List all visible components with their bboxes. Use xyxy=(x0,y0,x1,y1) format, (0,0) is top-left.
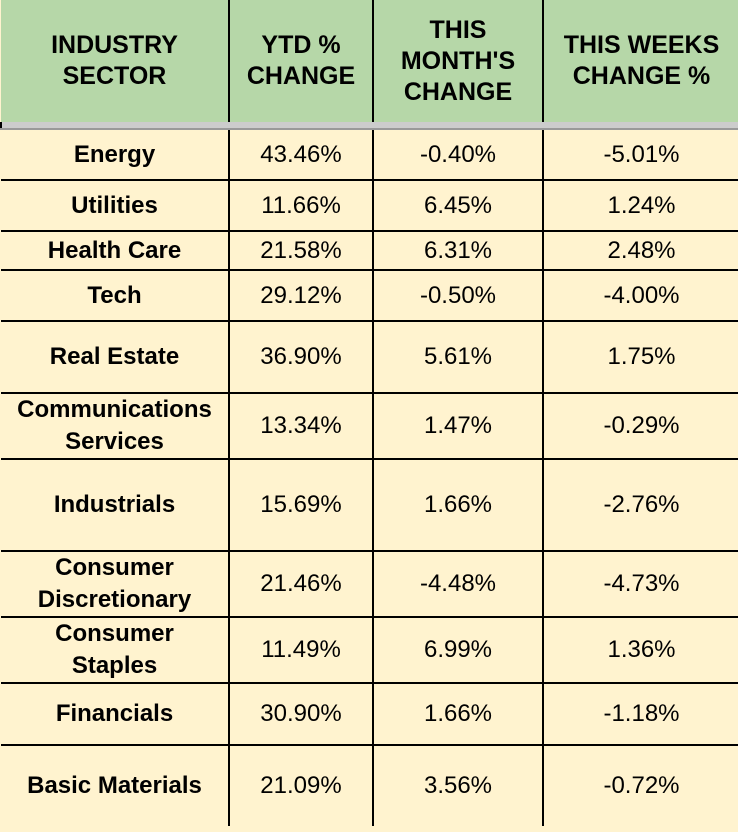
sector-name: Communications xyxy=(17,396,212,423)
month-change-cell[interactable]: 5.61% xyxy=(372,321,544,394)
table-row: Communications Services 13.34% 1.47% -0.29% xyxy=(1,393,738,460)
week-change-cell[interactable]: -0.29% xyxy=(542,393,738,460)
week-change-cell[interactable]: -4.73% xyxy=(542,551,738,618)
sector-name: Health Care xyxy=(47,236,182,264)
month-change-cell[interactable]: -0.40% xyxy=(372,129,544,181)
sector-cell[interactable]: Tech xyxy=(1,270,230,322)
week-change-cell[interactable]: -4.00% xyxy=(542,270,738,322)
table-row: Industrials 15.69% 1.66% -2.76% xyxy=(1,459,738,552)
header-line: MONTH'S xyxy=(400,46,516,75)
header-line: CHANGE % xyxy=(572,62,711,90)
sector-cell[interactable]: Communications Services xyxy=(1,393,230,460)
ytd-change-cell[interactable]: 13.34% xyxy=(228,393,374,460)
month-change-cell[interactable]: 1.66% xyxy=(372,683,544,746)
week-change-cell[interactable]: -2.76% xyxy=(542,459,738,552)
sector-cell[interactable]: Energy xyxy=(1,129,230,181)
month-change-cell[interactable]: 6.31% xyxy=(372,231,544,271)
header-week-change[interactable]: THIS WEEKS CHANGE % xyxy=(542,0,738,122)
header-industry-sector[interactable]: INDUSTRY SECTOR xyxy=(1,0,230,122)
ytd-change-cell[interactable]: 29.12% xyxy=(228,270,374,322)
header-line: SECTOR xyxy=(62,62,167,90)
sector-name: Consumer xyxy=(55,554,174,581)
table-row: Consumer Staples 11.49% 6.99% 1.36% xyxy=(1,617,738,684)
header-line: THIS WEEKS xyxy=(563,31,720,59)
sector-cell[interactable]: Basic Materials xyxy=(1,745,230,826)
header-line: CHANGE xyxy=(246,62,356,90)
ytd-change-cell[interactable]: 11.66% xyxy=(228,180,374,232)
ytd-change-cell[interactable]: 30.90% xyxy=(228,683,374,746)
week-change-cell[interactable]: -5.01% xyxy=(542,129,738,181)
header-line: INDUSTRY xyxy=(51,31,178,59)
header-ytd-change[interactable]: YTD % CHANGE xyxy=(228,0,374,122)
sector-name: Discretionary xyxy=(37,586,192,613)
month-change-cell[interactable]: 3.56% xyxy=(372,745,544,826)
sector-cell[interactable]: Consumer Discretionary xyxy=(1,551,230,618)
week-change-cell[interactable]: 1.75% xyxy=(542,321,738,394)
sector-name: Basic Materials xyxy=(27,772,202,799)
sector-name: Financials xyxy=(55,700,174,727)
week-change-cell[interactable]: -0.72% xyxy=(542,745,738,826)
sector-name: Industrials xyxy=(53,491,176,518)
week-change-cell[interactable]: 1.36% xyxy=(542,617,738,684)
month-change-cell[interactable]: 1.66% xyxy=(372,459,544,552)
header-line: CHANGE xyxy=(403,77,513,106)
sector-name: Utilities xyxy=(71,191,158,219)
header-row: INDUSTRY SECTOR YTD % CHANGE THIS MONTH'… xyxy=(1,0,738,122)
month-change-cell[interactable]: 1.47% xyxy=(372,393,544,460)
month-change-cell[interactable]: 6.99% xyxy=(372,617,544,684)
sector-name: Consumer xyxy=(55,620,174,647)
sector-name: Services xyxy=(65,428,164,455)
sector-cell[interactable]: Financials xyxy=(1,683,230,746)
table-row: Financials 30.90% 1.66% -1.18% xyxy=(1,683,738,746)
ytd-change-cell[interactable]: 15.69% xyxy=(228,459,374,552)
sector-cell[interactable]: Utilities xyxy=(1,180,230,232)
table-row: Tech 29.12% -0.50% -4.00% xyxy=(1,270,738,322)
table-row: Basic Materials 21.09% 3.56% -0.72% xyxy=(1,745,738,826)
month-change-cell[interactable]: -0.50% xyxy=(372,270,544,322)
frozen-row-divider-bar[interactable] xyxy=(0,122,738,130)
ytd-change-cell[interactable]: 43.46% xyxy=(228,129,374,181)
month-change-cell[interactable]: -4.48% xyxy=(372,551,544,618)
sector-name: Tech xyxy=(87,281,142,309)
frozen-row-divider[interactable] xyxy=(0,122,738,130)
sector-name: Real Estate xyxy=(49,343,180,370)
table-row: Consumer Discretionary 21.46% -4.48% -4.73% xyxy=(1,551,738,618)
sector-cell[interactable]: Health Care xyxy=(1,231,230,271)
table-row: Real Estate 36.90% 5.61% 1.75% xyxy=(1,321,738,394)
sector-cell[interactable]: Industrials xyxy=(1,459,230,552)
table-row: Health Care 21.58% 6.31% 2.48% xyxy=(1,231,738,271)
week-change-cell[interactable]: -1.18% xyxy=(542,683,738,746)
week-change-cell[interactable]: 2.48% xyxy=(542,231,738,271)
sector-name: Staples xyxy=(71,652,158,679)
month-change-cell[interactable]: 6.45% xyxy=(372,180,544,232)
ytd-change-cell[interactable]: 36.90% xyxy=(228,321,374,394)
ytd-change-cell[interactable]: 11.49% xyxy=(228,617,374,684)
sector-cell[interactable]: Real Estate xyxy=(1,321,230,394)
ytd-change-cell[interactable]: 21.09% xyxy=(228,745,374,826)
table-row: Energy 43.46% -0.40% -5.01% xyxy=(1,129,738,181)
header-line: YTD % xyxy=(261,31,341,59)
sector-name: Energy xyxy=(73,140,156,168)
table-row: Utilities 11.66% 6.45% 1.24% xyxy=(1,180,738,232)
ytd-change-cell[interactable]: 21.58% xyxy=(228,231,374,271)
header-month-change[interactable]: THIS MONTH'S CHANGE xyxy=(372,0,544,122)
week-change-cell[interactable]: 1.24% xyxy=(542,180,738,232)
sector-cell[interactable]: Consumer Staples xyxy=(1,617,230,684)
header-line: THIS xyxy=(429,15,487,44)
table-body: Energy 43.46% -0.40% -5.01% Utilities 11.66% 6… xyxy=(0,122,738,826)
ytd-change-cell[interactable]: 21.46% xyxy=(228,551,374,618)
